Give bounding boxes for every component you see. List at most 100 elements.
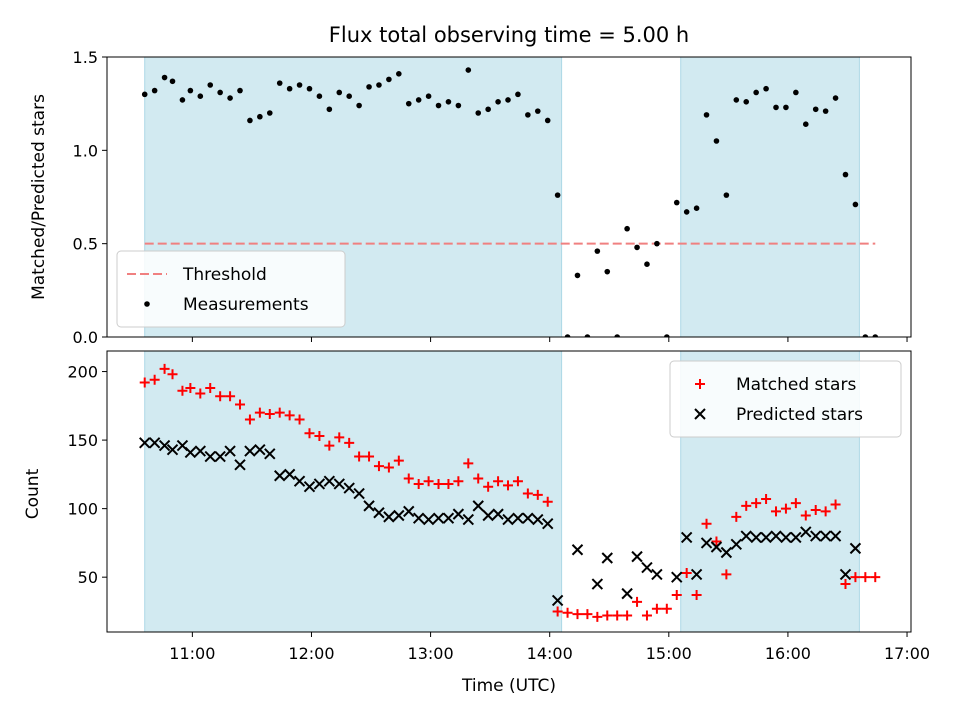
matched-stars-point	[860, 572, 871, 583]
measurements-point	[634, 244, 640, 251]
matched-stars-point	[433, 478, 444, 489]
matched-stars-point	[423, 476, 434, 487]
predicted-stars-point	[790, 531, 802, 544]
matched-stars-point	[820, 506, 831, 517]
measurements-point	[179, 97, 186, 103]
measurements-point	[465, 67, 472, 73]
chart-title: Flux total observing time = 5.00 h	[329, 23, 689, 47]
matched-stars-point	[463, 458, 474, 469]
matched-stars-point	[443, 478, 454, 489]
matched-stars-point	[205, 383, 216, 394]
measurements-point	[475, 110, 482, 116]
measurements-point	[693, 205, 700, 211]
x-tick-label: 12:00	[288, 644, 334, 663]
measurements-point	[654, 240, 660, 247]
legend-box	[116, 250, 346, 328]
predicted-stars-point	[452, 508, 465, 520]
data-markers	[141, 67, 879, 337]
predicted-stars-point	[730, 538, 743, 550]
predicted-stars-point	[383, 511, 395, 523]
legend-swatch-matched-stars	[695, 379, 705, 389]
matched-stars-point	[602, 610, 613, 621]
matched-stars-point	[304, 428, 315, 439]
matched-stars-point	[761, 494, 772, 505]
bottom-y-axis-label: Count	[23, 468, 43, 519]
axes-frame	[106, 350, 912, 633]
matched-stars-point	[512, 476, 523, 487]
matched-stars-point	[790, 498, 801, 509]
matched-stars-point	[522, 488, 533, 499]
predicted-stars-point	[139, 437, 151, 449]
matched-stars-point	[334, 432, 345, 443]
predicted-stars-point	[204, 450, 216, 463]
matched-stars-point	[840, 579, 851, 590]
measurements-point	[207, 82, 214, 88]
measurements-point	[455, 102, 462, 109]
matched-stars-point	[751, 498, 762, 509]
measurements-point	[574, 272, 581, 279]
measurements-point	[495, 99, 501, 105]
matched-stars-point	[582, 609, 593, 620]
predicted-stars-point	[403, 505, 415, 518]
measurements-point	[604, 268, 611, 275]
matched-stars-point	[235, 399, 246, 410]
data-markers	[139, 363, 881, 622]
matched-stars-point	[572, 609, 583, 620]
matched-stars-point	[592, 611, 603, 622]
matched-stars-point	[612, 610, 623, 621]
matched-stars-point	[364, 451, 375, 462]
matched-stars-point	[800, 510, 811, 521]
measurements-point	[862, 334, 869, 337]
predicted-stars-point	[750, 531, 762, 544]
measurements-point	[247, 117, 253, 124]
measurements-point	[812, 106, 819, 113]
predicted-stars-point	[234, 459, 246, 471]
measurements-point	[386, 76, 392, 83]
predicted-stars-point	[303, 480, 316, 493]
matched-stars-point	[453, 476, 464, 487]
matched-stars-point	[324, 440, 335, 451]
measurements-point	[802, 121, 809, 127]
matched-stars-point	[532, 489, 543, 500]
predicted-stars-point	[363, 500, 375, 512]
y-tick-label: 150	[67, 431, 98, 450]
measurements-point	[852, 201, 859, 208]
predicted-stars-point	[810, 530, 822, 542]
measurements-point	[405, 100, 412, 107]
y-tick-label: 200	[67, 363, 98, 382]
measurements-point	[445, 99, 452, 105]
measurements-point	[773, 104, 779, 111]
predicted-stars-point	[829, 530, 842, 542]
predicted-stars-point	[551, 594, 564, 607]
x-tick-label: 16:00	[765, 644, 811, 663]
predicted-stars-point	[422, 513, 435, 526]
matched-stars-point	[701, 518, 712, 529]
measurements-point	[435, 102, 442, 109]
matched-stars-point	[562, 607, 573, 618]
matched-stars-point	[215, 391, 226, 402]
predicted-stars-point	[462, 513, 475, 526]
measurements-point	[336, 89, 343, 96]
measurements-point	[753, 89, 759, 96]
measurements-point	[376, 82, 382, 88]
measurements-point	[644, 261, 650, 268]
predicted-stars-point	[671, 571, 683, 583]
measurements-point	[151, 87, 158, 94]
predicted-stars-point	[293, 475, 306, 487]
matched-stars-point	[159, 363, 170, 374]
legend-label-threshold: Threshold	[182, 265, 267, 285]
predicted-stars-point	[166, 443, 179, 456]
measurements-point	[425, 93, 432, 99]
top-y-axis-label: Matched/Predicted stars	[29, 94, 49, 300]
matched-stars-point	[393, 455, 404, 466]
matched-stars-point	[167, 369, 178, 380]
measurements-point	[485, 106, 491, 113]
measurements-point	[237, 87, 243, 94]
measurements-point	[554, 192, 561, 198]
measurements-point	[743, 99, 750, 105]
predicted-stars-point	[800, 526, 812, 538]
predicted-stars-point	[244, 445, 256, 457]
measurements-point	[525, 112, 531, 118]
x-tick-label: 13:00	[408, 644, 454, 663]
